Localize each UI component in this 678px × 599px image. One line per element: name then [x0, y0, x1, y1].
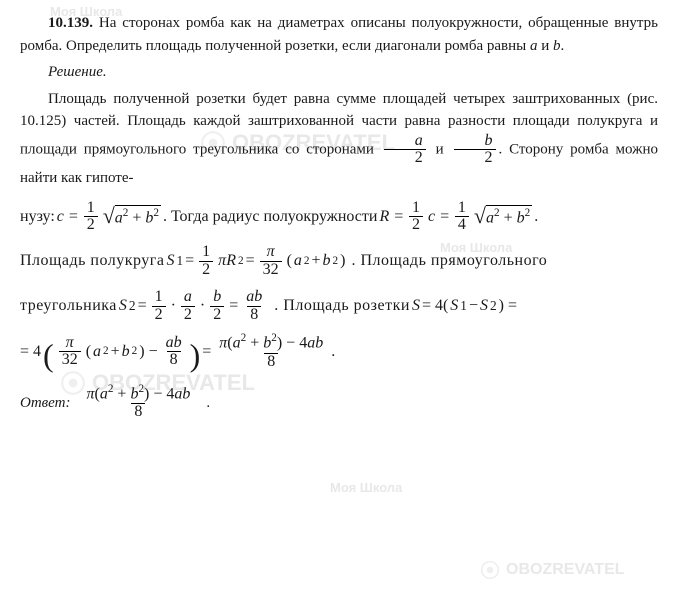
- watermark: Моя Школа: [330, 480, 402, 495]
- solution-label: Решение.: [20, 61, 658, 84]
- watermark: OBOZREVATEL: [480, 560, 625, 585]
- paragraph-1: Площадь полученной розетки будет равна с…: [20, 88, 658, 190]
- answer-fraction: π(a2 + b2) − 4ab 8: [83, 384, 193, 421]
- sqrt-expr: √a2 + b2: [103, 205, 161, 230]
- final-fraction: π(a2 + b2) − 4ab 8: [216, 333, 326, 370]
- final-eq-line: = 4 ( π32 (a2 + b2) − ab8 ) = π(a2 + b2)…: [20, 333, 658, 370]
- answer-row: Ответ: π(a2 + b2) − 4ab 8 .: [20, 384, 658, 421]
- problem-number: 10.139.: [48, 15, 93, 31]
- solution-content: 10.139. На сторонах ромба как на диа­мет…: [0, 0, 678, 431]
- frac-b-over-2: b2: [454, 133, 496, 168]
- semicircle-area-line: Площадь полукруга S1 = 12 πR2 = π32 (a2 …: [20, 244, 658, 279]
- problem-statement: 10.139. На сторонах ромба как на диа­мет…: [20, 12, 658, 57]
- answer-label: Ответ:: [20, 392, 70, 415]
- hypotenuse-line: нузу: c = 12 √a2 + b2 . Тогда радиус пол…: [20, 200, 658, 235]
- var-b: b: [553, 38, 561, 54]
- triangle-area-line: треугольника S2 = 12 · a2 · b2 = ab8. Пл…: [20, 289, 658, 324]
- frac-a-over-2: a2: [384, 133, 426, 168]
